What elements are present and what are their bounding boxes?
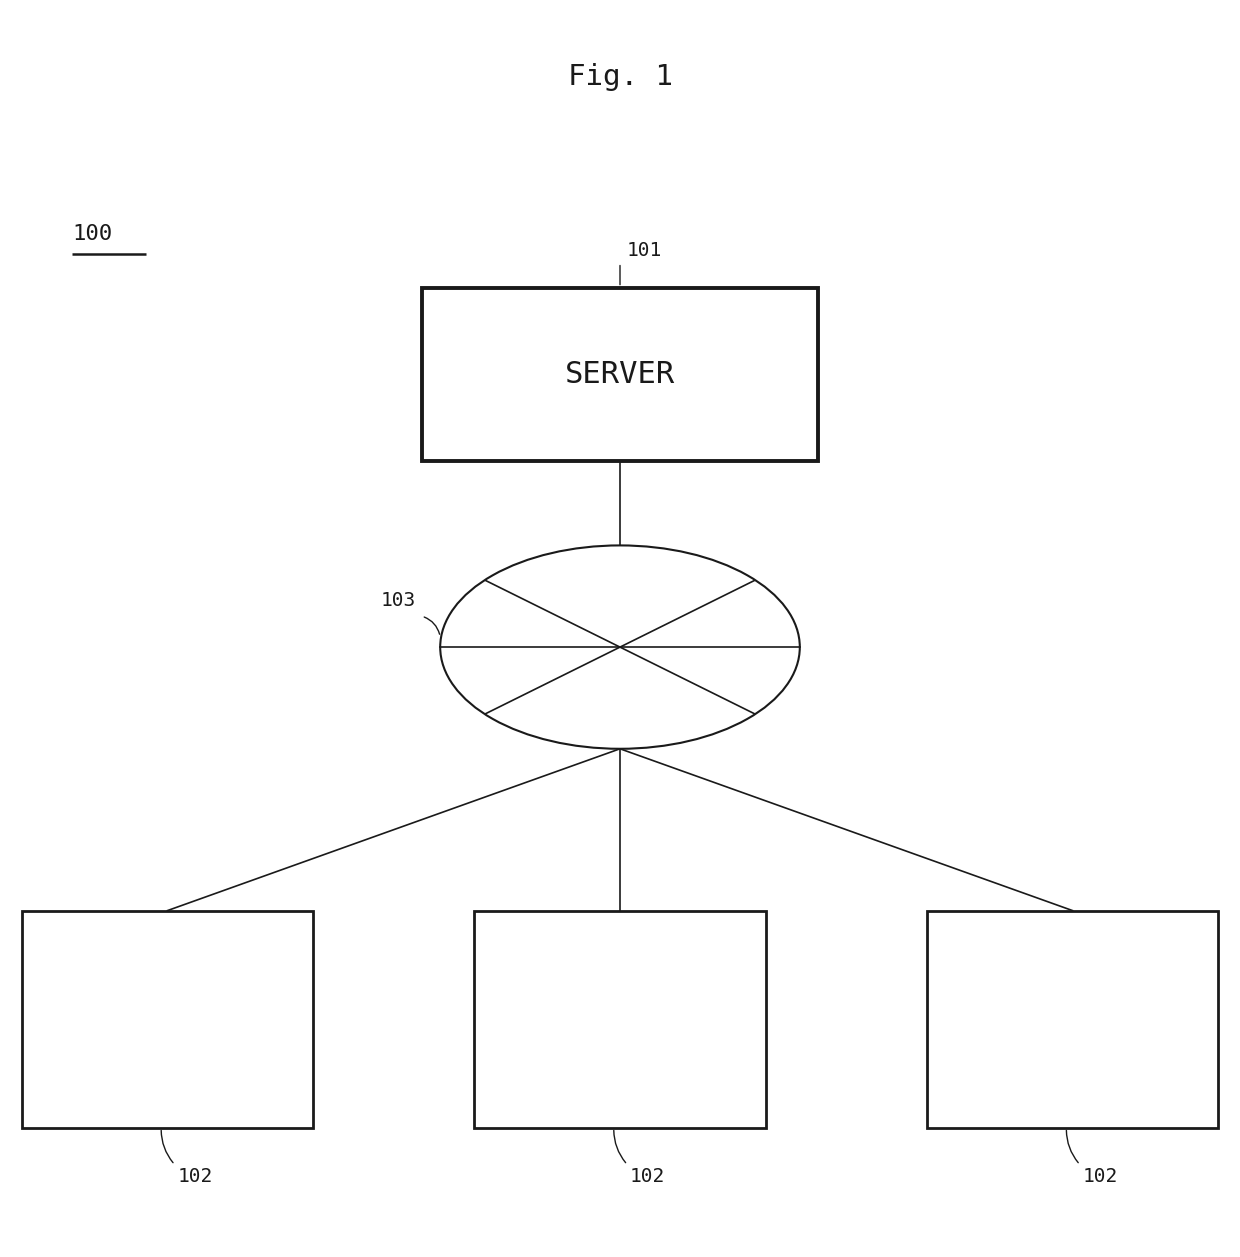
Bar xyxy=(22,910,312,1128)
Text: INFORMATION
PROCESSING
TERMINAL: INFORMATION PROCESSING TERMINAL xyxy=(108,982,227,1056)
Text: 102: 102 xyxy=(630,1168,665,1187)
Text: 103: 103 xyxy=(381,591,415,610)
Text: 102: 102 xyxy=(177,1168,212,1187)
Text: 102: 102 xyxy=(1083,1168,1117,1187)
Text: 100: 100 xyxy=(72,224,112,244)
Text: 101: 101 xyxy=(626,241,661,260)
Text: Fig. 1: Fig. 1 xyxy=(568,63,672,91)
Ellipse shape xyxy=(440,546,800,749)
Text: SERVER: SERVER xyxy=(565,360,675,388)
Text: INFORMATION
PROCESSING
TERMINAL: INFORMATION PROCESSING TERMINAL xyxy=(1013,982,1132,1056)
Bar xyxy=(422,288,818,461)
Bar xyxy=(474,910,765,1128)
Bar xyxy=(928,910,1219,1128)
Text: INFORMATION
PROCESSING
TERMINAL: INFORMATION PROCESSING TERMINAL xyxy=(560,982,680,1056)
